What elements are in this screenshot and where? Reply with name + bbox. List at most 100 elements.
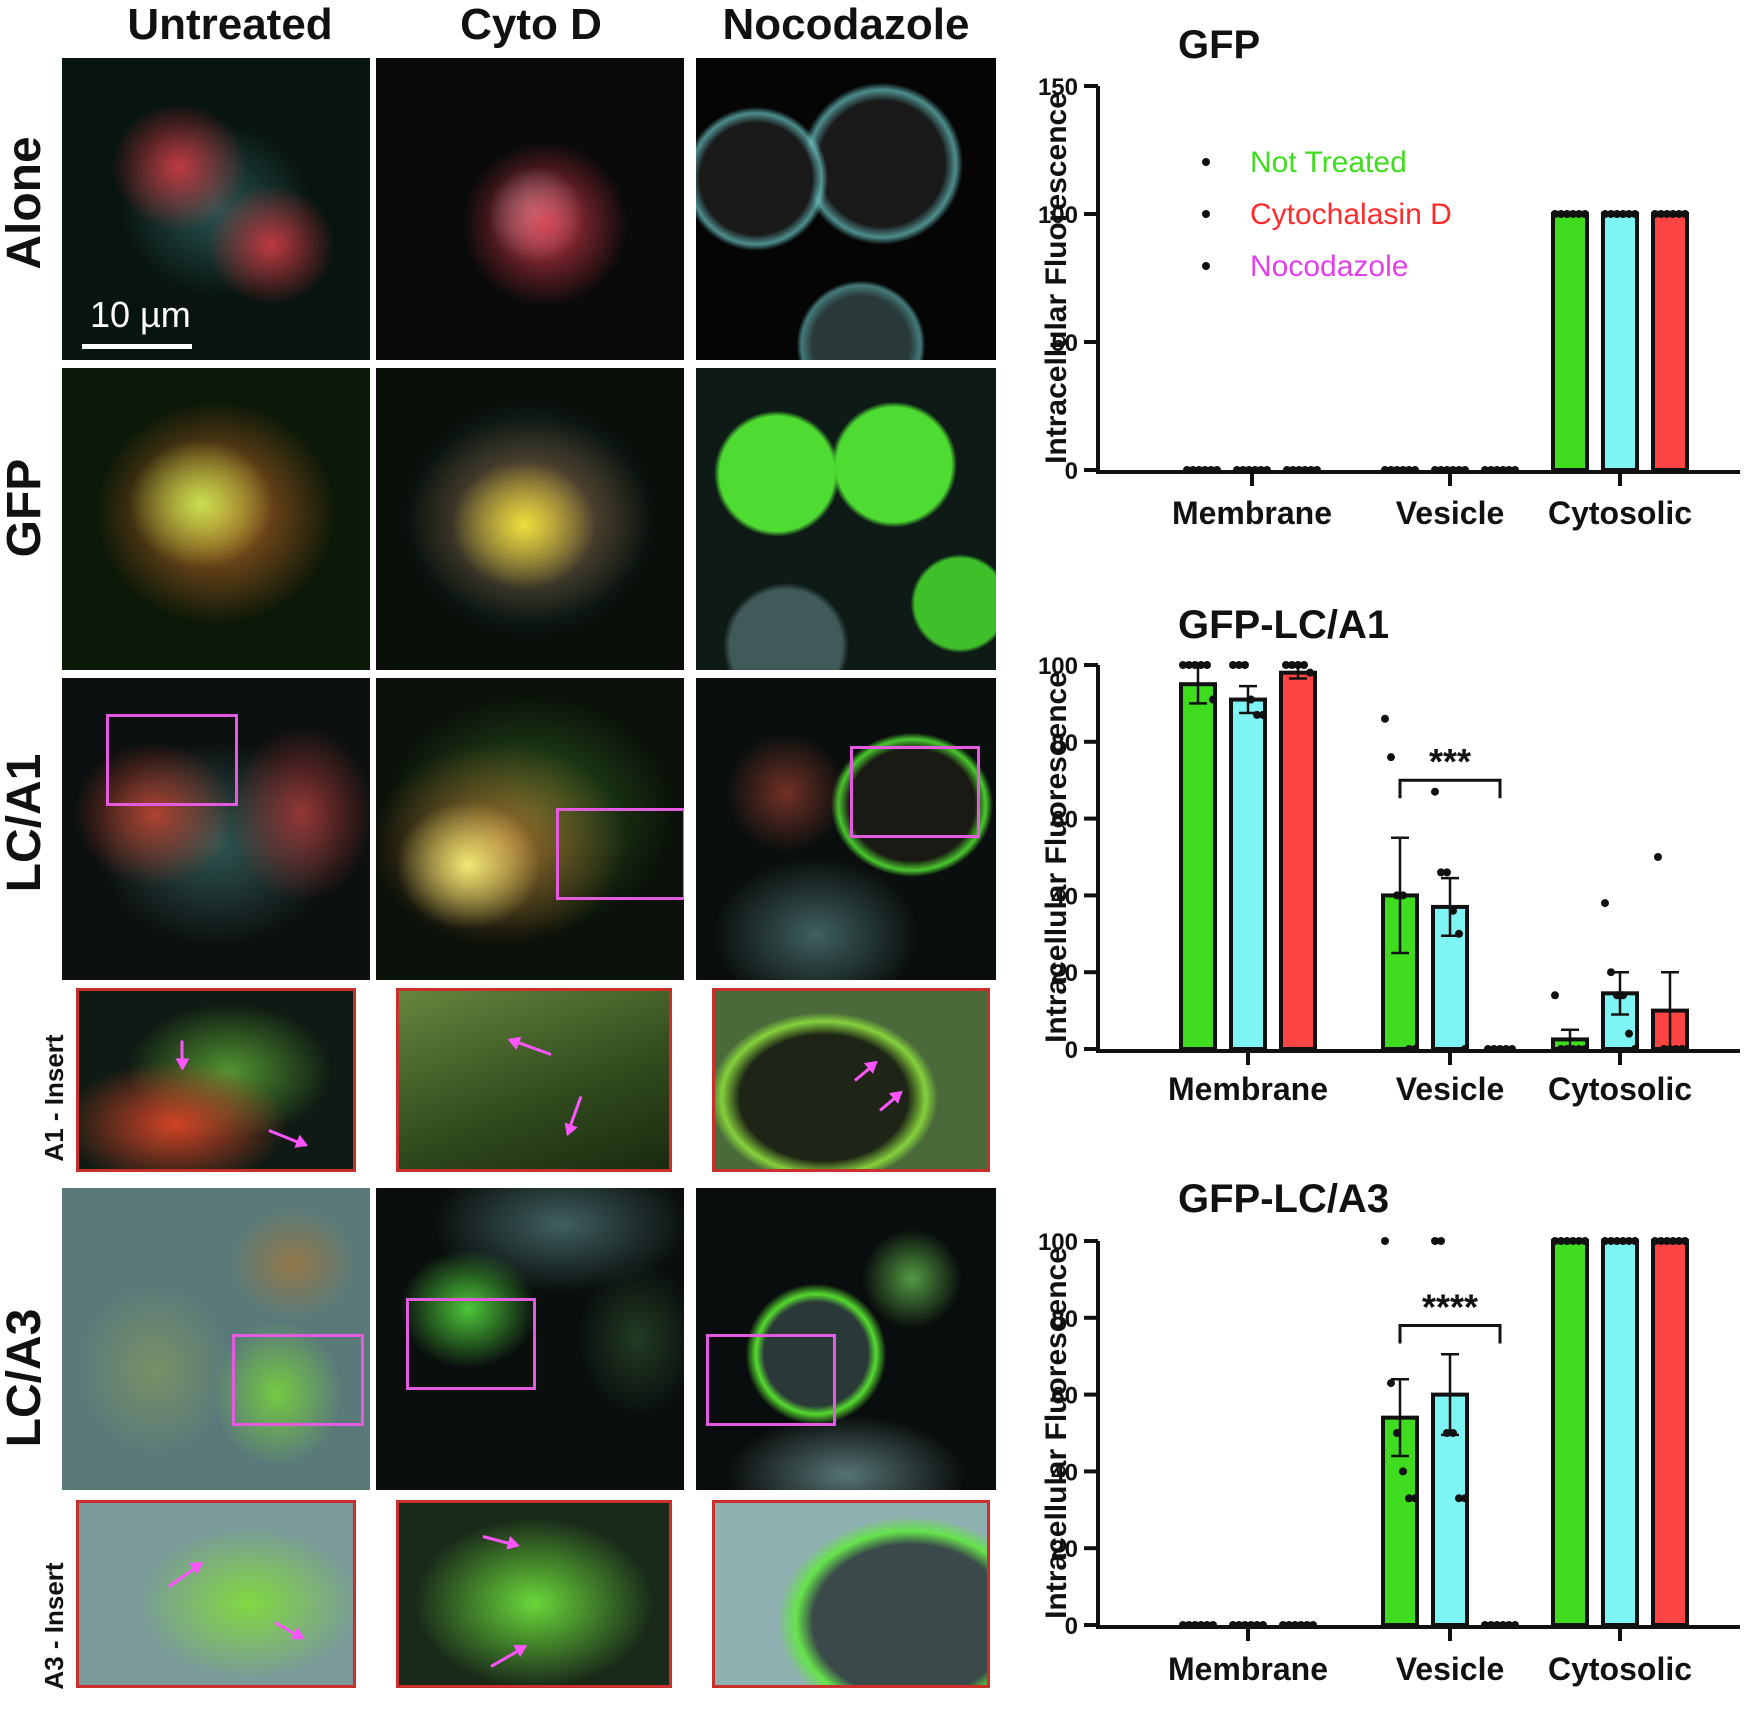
insert-a3-cyto-d <box>396 1500 672 1688</box>
x-tick-label: Membrane <box>1172 495 1332 531</box>
insert-a1-cyto-d <box>396 988 672 1172</box>
data-point <box>1657 1237 1665 1245</box>
zoom-box <box>850 746 980 838</box>
arrow-marker <box>879 1091 903 1112</box>
data-point <box>1461 1045 1469 1053</box>
data-point <box>1508 1045 1516 1053</box>
data-point <box>1666 1045 1674 1053</box>
data-point <box>1247 1621 1255 1629</box>
chart-title: GFP <box>1178 23 1260 67</box>
insert-a3-nocodazole <box>712 1500 990 1688</box>
data-point <box>1294 661 1302 669</box>
data-point <box>1431 466 1439 474</box>
micrograph-lc-a1-untreated <box>62 678 370 980</box>
data-point <box>1235 661 1243 669</box>
x-tick-label: Vesicle <box>1396 1651 1505 1687</box>
data-point <box>1179 661 1187 669</box>
data-point <box>1179 1621 1187 1629</box>
data-point <box>1631 210 1639 218</box>
data-point <box>1455 1494 1463 1503</box>
data-point <box>1675 1237 1683 1245</box>
y-tick-label: 20 <box>1051 1536 1078 1563</box>
data-point <box>1493 466 1501 474</box>
data-point <box>1303 1621 1311 1629</box>
data-point <box>1669 210 1677 218</box>
data-point <box>1289 466 1297 474</box>
data-point <box>1253 710 1261 719</box>
data-point <box>1601 899 1609 908</box>
data-point <box>1399 466 1407 474</box>
data-point <box>1300 661 1308 669</box>
data-point <box>1203 1621 1211 1629</box>
x-tick-label: Cytosolic <box>1548 495 1692 531</box>
data-point <box>1399 891 1407 900</box>
data-point <box>1678 1045 1686 1053</box>
data-point <box>1259 1621 1267 1629</box>
data-point <box>1499 1621 1507 1629</box>
data-point <box>1581 1237 1589 1245</box>
data-point <box>1481 1621 1489 1629</box>
legend-marker <box>1202 262 1210 270</box>
data-point <box>1279 1621 1287 1629</box>
data-point <box>1405 466 1413 474</box>
column-header-cyto-d: Cyto D <box>460 0 602 49</box>
data-point <box>1195 466 1203 474</box>
bar <box>1431 1392 1469 1627</box>
micrograph-lc-a3-nocodazole <box>696 1188 996 1490</box>
data-point <box>1301 466 1309 474</box>
data-point <box>1201 466 1209 474</box>
legend-entry: Nocodazole <box>1250 250 1408 283</box>
data-point <box>1601 1237 1609 1245</box>
data-point <box>1229 1621 1237 1629</box>
y-tick-label: 0 <box>1065 1037 1078 1064</box>
arrow-marker <box>565 1095 583 1135</box>
data-point <box>1481 466 1489 474</box>
y-tick-label: 60 <box>1051 1383 1078 1410</box>
x-tick-label: Membrane <box>1168 1071 1328 1107</box>
micrograph-alone-untreated: 10 µm <box>62 58 370 360</box>
data-point <box>1411 1494 1419 1503</box>
bar <box>1229 697 1267 1051</box>
y-axis-label: Intracellular Fluorescence <box>1040 92 1073 464</box>
data-point <box>1496 1045 1504 1053</box>
y-tick-label: 100 <box>1038 653 1078 680</box>
row-header-lc-a1: LC/A1 <box>0 753 51 893</box>
x-tick-label: Cytosolic <box>1548 1071 1692 1107</box>
data-point <box>1295 466 1303 474</box>
data-point <box>1669 1237 1677 1245</box>
row-header-alone: Alone <box>0 136 51 270</box>
y-axis-label: Intracellular Fluorescence <box>1040 1247 1073 1619</box>
legend-marker <box>1202 158 1210 166</box>
arrow-marker <box>268 1129 307 1147</box>
data-point <box>1443 1429 1451 1437</box>
arrow-marker <box>180 1040 184 1069</box>
data-point <box>1449 906 1457 915</box>
scale-bar-label: 10 µm <box>90 294 191 335</box>
data-point <box>1493 1621 1501 1629</box>
insert-a1-nocodazole <box>712 988 990 1172</box>
data-point <box>1569 210 1577 218</box>
data-point <box>1251 466 1259 474</box>
data-point <box>1253 1621 1261 1629</box>
data-point <box>1663 1237 1671 1245</box>
data-point <box>1575 1045 1583 1053</box>
x-tick-label: Membrane <box>1168 1651 1328 1687</box>
bar <box>1279 670 1317 1051</box>
bar <box>1551 1037 1589 1052</box>
y-axis-label: Intracellular Fluorescence <box>1040 671 1073 1043</box>
data-point <box>1613 991 1621 1000</box>
legend-marker <box>1202 210 1210 218</box>
chart-title: GFP-LC/A3 <box>1178 1177 1389 1221</box>
y-tick-label: 20 <box>1051 960 1078 987</box>
micrograph-lc-a1-nocodazole <box>696 678 996 980</box>
data-point <box>1557 1237 1565 1245</box>
data-point <box>1461 466 1469 474</box>
data-point <box>1551 210 1559 218</box>
data-point <box>1185 1621 1193 1629</box>
data-point <box>1241 661 1249 669</box>
data-point <box>1551 991 1559 1000</box>
data-point <box>1487 1621 1495 1629</box>
data-point <box>1443 868 1451 877</box>
